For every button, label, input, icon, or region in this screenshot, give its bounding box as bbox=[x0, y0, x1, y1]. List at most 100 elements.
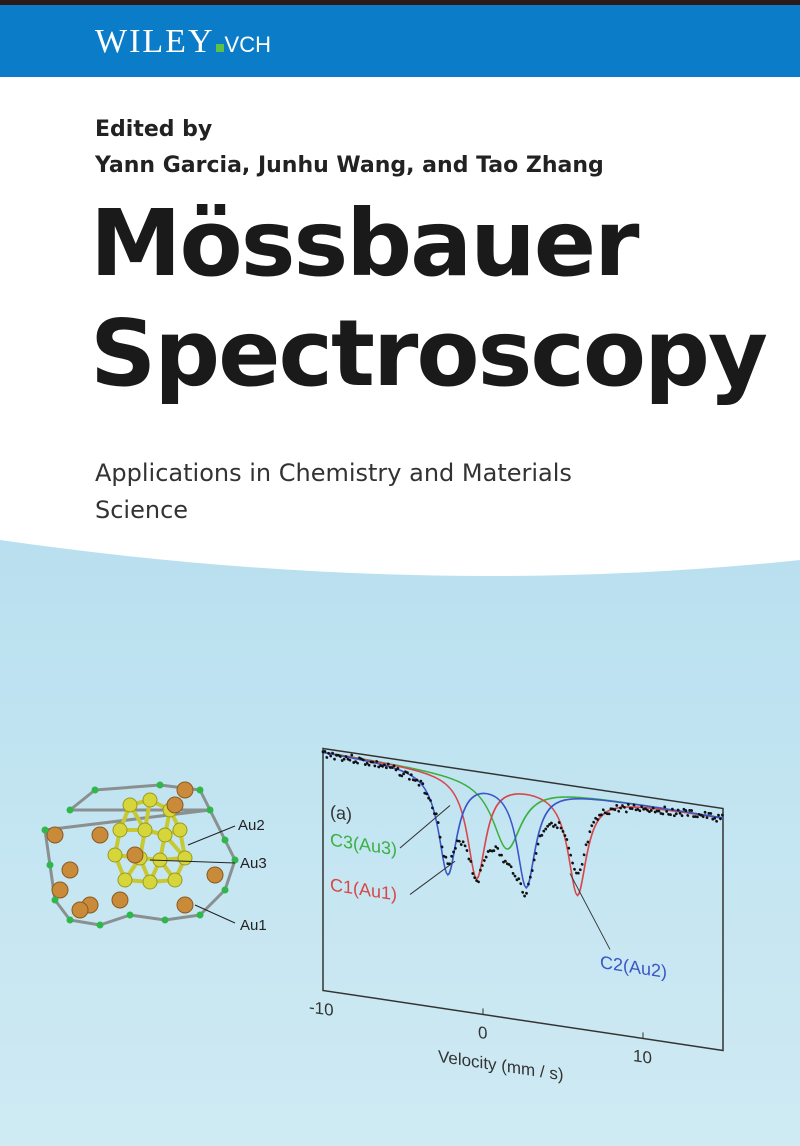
data-point bbox=[507, 863, 511, 866]
data-point bbox=[720, 813, 724, 817]
data-point bbox=[365, 761, 369, 765]
data-point bbox=[500, 853, 503, 857]
data-point bbox=[340, 759, 344, 763]
data-point bbox=[452, 850, 455, 854]
data-point bbox=[396, 767, 400, 770]
pointer-line bbox=[409, 860, 456, 895]
data-point bbox=[438, 835, 442, 839]
data-point bbox=[384, 766, 388, 770]
publisher-header: WILEY VCH bbox=[0, 5, 800, 77]
x-tick-label: 10 bbox=[633, 1046, 652, 1068]
data-point bbox=[665, 810, 669, 813]
data-point bbox=[663, 805, 667, 809]
data-point bbox=[696, 815, 699, 819]
data-point bbox=[680, 814, 684, 818]
publisher-logo: WILEY VCH bbox=[95, 23, 271, 60]
data-point bbox=[421, 782, 425, 786]
data-point bbox=[661, 812, 665, 816]
data-point bbox=[344, 755, 348, 759]
data-point bbox=[331, 751, 335, 755]
editors-block: Edited by Yann Garcia, Junhu Wang, and T… bbox=[95, 112, 604, 184]
data-point bbox=[440, 845, 444, 849]
data-point bbox=[479, 868, 482, 872]
plot-frame bbox=[322, 747, 724, 1052]
data-point bbox=[559, 826, 563, 830]
data-point bbox=[671, 807, 674, 811]
data-point bbox=[567, 846, 571, 850]
data-point bbox=[383, 763, 386, 767]
data-point bbox=[615, 804, 619, 807]
data-point bbox=[436, 821, 440, 824]
data-point bbox=[576, 871, 580, 875]
data-point bbox=[444, 855, 448, 859]
data-point bbox=[530, 869, 534, 872]
data-point bbox=[703, 810, 707, 814]
data-point bbox=[719, 817, 722, 821]
data-point bbox=[555, 826, 559, 830]
data-point bbox=[517, 877, 521, 881]
data-point bbox=[429, 799, 432, 802]
data-point bbox=[492, 849, 496, 853]
data-point bbox=[588, 830, 592, 834]
data-point bbox=[525, 891, 528, 895]
data-point bbox=[557, 821, 561, 825]
data-point bbox=[690, 809, 694, 812]
data-point bbox=[363, 763, 367, 767]
data-point bbox=[563, 834, 567, 837]
data-point bbox=[565, 838, 569, 841]
data-point bbox=[342, 757, 346, 761]
pointer-line bbox=[399, 805, 451, 849]
data-point bbox=[600, 813, 603, 817]
data-point bbox=[676, 808, 680, 812]
data-point bbox=[390, 766, 394, 769]
data-point bbox=[408, 777, 411, 781]
data-point bbox=[463, 844, 467, 848]
data-point bbox=[325, 756, 329, 759]
data-point bbox=[619, 806, 622, 810]
label-au3: Au3 bbox=[240, 855, 267, 872]
edited-by-label: Edited by bbox=[95, 117, 213, 142]
data-point bbox=[477, 880, 480, 884]
data-point bbox=[406, 771, 409, 775]
gold-cluster-illustration bbox=[41, 781, 239, 929]
data-point bbox=[584, 843, 588, 847]
data-point bbox=[617, 809, 621, 813]
data-point bbox=[669, 813, 672, 817]
data-point bbox=[392, 764, 396, 768]
editors-names: Yann Garcia, Junhu Wang, and Tao Zhang bbox=[95, 153, 604, 178]
data-point bbox=[678, 811, 682, 815]
data-point bbox=[651, 806, 655, 810]
data-point bbox=[686, 814, 690, 817]
data-point bbox=[394, 768, 398, 772]
data-point bbox=[527, 882, 530, 886]
data-point bbox=[431, 806, 434, 810]
label-au1: Au1 bbox=[240, 917, 267, 934]
data-point bbox=[613, 808, 617, 812]
data-point bbox=[628, 807, 632, 810]
data-point bbox=[513, 874, 517, 878]
data-point bbox=[427, 796, 431, 800]
data-point bbox=[573, 867, 576, 871]
data-point bbox=[457, 839, 461, 843]
data-point bbox=[648, 810, 651, 814]
data-point bbox=[546, 824, 550, 828]
data-point bbox=[450, 854, 454, 858]
data-point bbox=[471, 872, 475, 875]
data-point bbox=[519, 882, 523, 886]
data-point bbox=[348, 758, 352, 762]
pointer-line bbox=[569, 873, 611, 950]
data-point bbox=[586, 840, 590, 844]
data-point bbox=[553, 823, 557, 827]
data-point bbox=[361, 758, 365, 762]
data-point bbox=[657, 809, 661, 813]
data-point bbox=[550, 821, 553, 825]
data-point bbox=[400, 774, 404, 778]
data-point bbox=[709, 812, 713, 815]
molecule-labels: Au2 Au3 Au1 bbox=[149, 817, 267, 934]
data-point bbox=[578, 868, 582, 872]
data-point bbox=[592, 820, 596, 824]
data-point bbox=[532, 858, 536, 862]
data-point bbox=[377, 765, 381, 769]
data-point bbox=[494, 845, 498, 849]
data-point bbox=[350, 753, 354, 757]
